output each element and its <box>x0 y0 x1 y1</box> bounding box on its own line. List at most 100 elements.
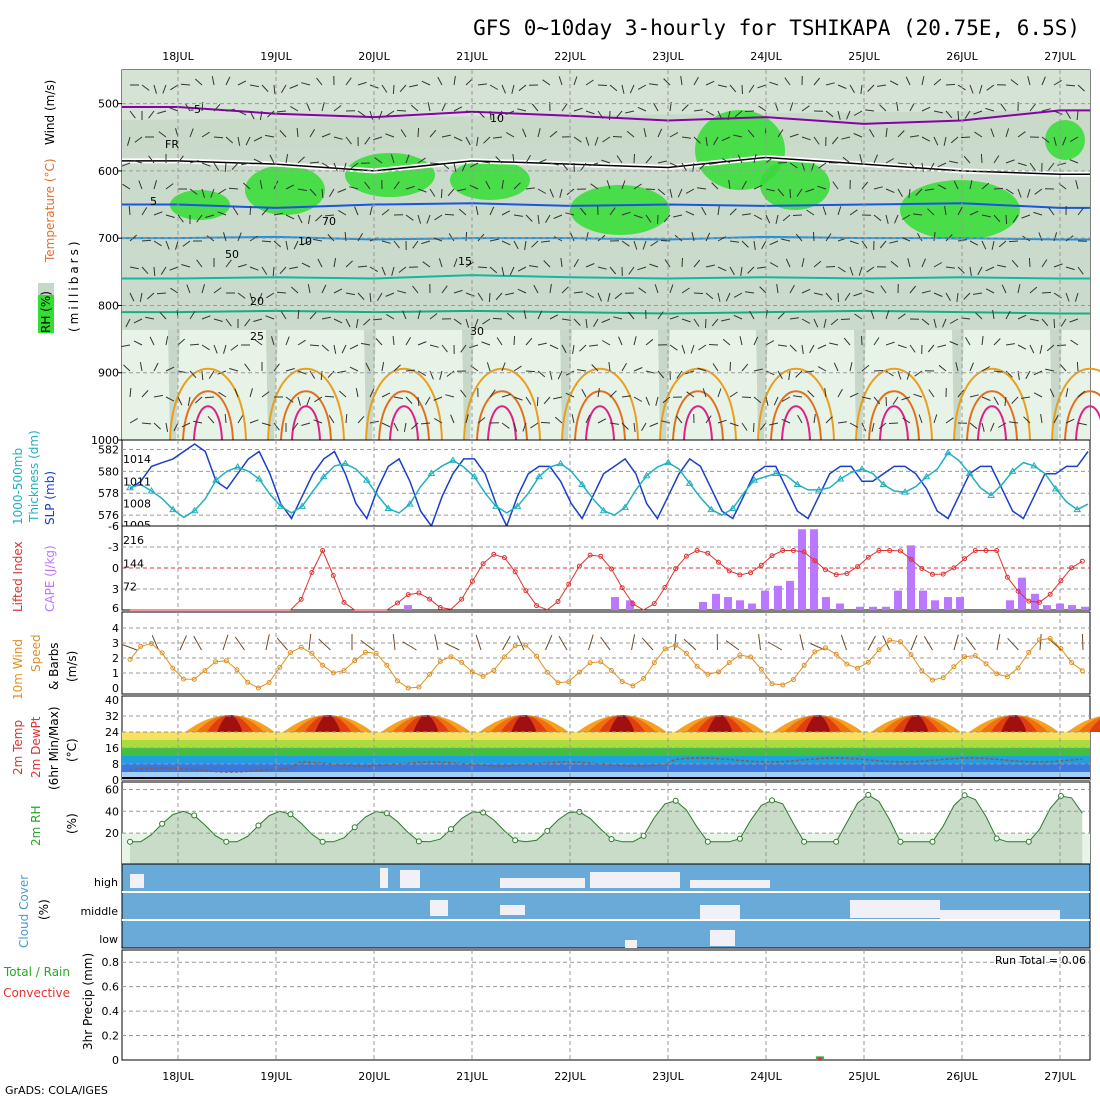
wind-barb <box>693 318 700 327</box>
rh-high-blob <box>695 110 785 190</box>
wind-barb <box>153 180 157 190</box>
cape-bar <box>774 585 782 610</box>
wind-barb <box>655 396 659 406</box>
wind-barb <box>349 366 359 372</box>
wind-barb <box>465 110 475 113</box>
wind-barb <box>1053 263 1063 268</box>
wind-barb <box>921 136 931 142</box>
rh-marker <box>159 820 166 827</box>
wind-barb <box>276 110 287 113</box>
thickness-tick: 582 <box>98 443 119 456</box>
wind-barb <box>307 214 311 224</box>
wind-barb <box>361 342 371 346</box>
wind-barb <box>690 344 695 354</box>
cloud-clear-block <box>590 872 680 888</box>
wind-barb <box>747 266 755 274</box>
wind-barb <box>789 284 795 294</box>
wind-speed-marker <box>437 658 443 664</box>
wind-barb <box>1005 159 1015 164</box>
wind-barb <box>318 638 331 651</box>
wind-barb <box>129 110 136 119</box>
wind-barb <box>446 370 455 377</box>
date-label-top: 19JUL <box>260 50 292 63</box>
wind-barb <box>1029 286 1038 294</box>
wind-barb <box>993 214 1001 223</box>
wind-barb <box>986 84 995 91</box>
wind-barb <box>657 188 666 196</box>
cloud-clear-block <box>850 900 940 918</box>
wind-barb <box>477 417 486 424</box>
wind-barb <box>733 134 743 138</box>
contour-30-dome <box>1075 405 1100 441</box>
wind-barb <box>625 110 635 114</box>
contour-27-dome <box>1064 390 1100 441</box>
wind-barb <box>629 84 635 94</box>
lifted-index-marker <box>812 558 818 564</box>
wind-barb <box>175 240 179 250</box>
precip-label-convective: Convective <box>3 986 70 1000</box>
wind-barb <box>981 422 985 432</box>
wind-barb <box>522 422 527 432</box>
wind-barb <box>773 396 779 406</box>
wind-barb <box>427 102 431 112</box>
rh-marker <box>801 838 808 845</box>
wind-barb <box>797 414 803 424</box>
wind-barb <box>465 292 475 297</box>
wind-barb <box>885 310 890 320</box>
cape-bar <box>1018 577 1026 610</box>
cape-bar <box>907 545 915 610</box>
wind-barb <box>201 315 211 320</box>
wind-barb <box>681 257 683 268</box>
wind-barb <box>296 127 299 138</box>
wind-barb <box>645 338 654 346</box>
wind-barb <box>357 81 367 86</box>
wind-barb <box>945 266 955 269</box>
contour-25-dome <box>267 367 345 441</box>
wind-barb <box>417 310 421 320</box>
wind-barb <box>981 214 991 218</box>
date-label-top: 20JUL <box>358 50 390 63</box>
wind-barb <box>1077 207 1084 216</box>
wind-barb <box>492 317 503 320</box>
cape-bar <box>1006 600 1014 610</box>
rh-band <box>462 330 474 440</box>
wind-barb <box>633 214 643 219</box>
wind-barb <box>139 362 143 372</box>
wind-barb <box>333 136 343 140</box>
bottom-date-axis: 18JUL 19JUL 20JUL 21JUL 22JUL 23JUL 24JUL 25JUL… <box>162 1070 1076 1083</box>
wind-barb <box>553 236 563 242</box>
wind-barb <box>460 344 467 353</box>
lifted-index-marker <box>512 569 518 575</box>
contour-27-dome <box>182 390 234 441</box>
wind-barb <box>1001 284 1007 294</box>
wind-speed-marker <box>673 642 679 648</box>
wind-barb <box>417 157 426 164</box>
thickness-marker <box>1008 467 1017 474</box>
wind-barb <box>501 422 510 429</box>
wind-barb <box>482 318 491 325</box>
wind-barb <box>505 292 515 296</box>
wind-barb <box>333 318 343 324</box>
lifted-index-marker <box>630 601 636 607</box>
wind-barb <box>753 184 763 190</box>
wind-barb <box>429 188 436 197</box>
lifted-index-marker <box>855 564 861 570</box>
cloud-clear-block <box>130 874 144 888</box>
wind-barb <box>1017 131 1026 138</box>
thickness-marker <box>126 483 134 491</box>
wind-barb <box>276 637 288 651</box>
wind-barb <box>537 128 541 138</box>
contour-30-dome <box>781 405 811 441</box>
wind-barb <box>402 641 417 651</box>
wind-barb <box>306 396 311 406</box>
wind-barb <box>1065 110 1072 119</box>
wind-barb <box>837 110 841 120</box>
wind-barb <box>693 136 701 144</box>
wind-barb <box>224 162 227 173</box>
wind-barb <box>1076 110 1079 121</box>
wind-barb <box>141 207 148 216</box>
precip-tick: 0.8 <box>102 956 120 969</box>
wind-barb <box>998 240 1007 248</box>
lifted-index-marker <box>823 567 828 573</box>
wind-barb <box>249 266 259 271</box>
